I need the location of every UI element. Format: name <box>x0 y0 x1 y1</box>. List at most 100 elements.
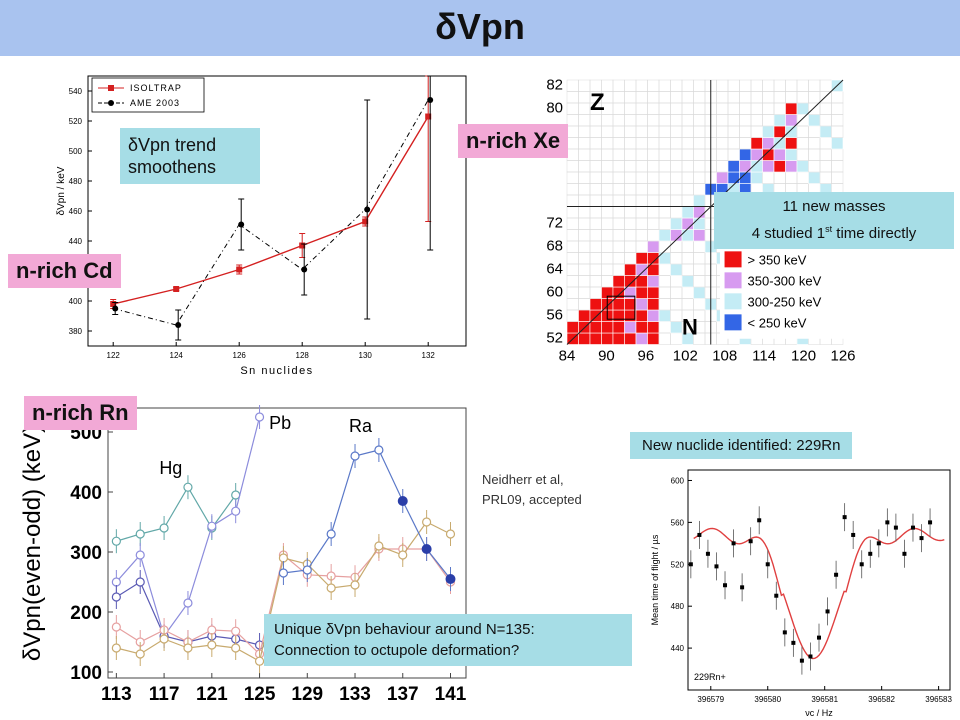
nz-legend-swatch <box>724 314 742 331</box>
nz-y-tick-label: 72 <box>546 215 563 232</box>
nz-legend-swatch <box>724 251 742 268</box>
nz-cell <box>785 148 798 161</box>
sn-data-point <box>364 206 371 213</box>
nz-diagonal <box>566 79 844 345</box>
rn-data-point <box>111 577 121 587</box>
nz-cell <box>612 309 625 322</box>
nz-x-tick-label: 108 <box>712 348 737 365</box>
nz-cell <box>635 332 648 345</box>
rn-annotation-ra: Ra <box>349 416 373 436</box>
nz-x-tick-label: 102 <box>673 348 698 365</box>
sn-data-point <box>299 242 306 249</box>
nz-cell <box>808 171 821 184</box>
nz-cell <box>612 332 625 345</box>
res-y-tick-label: 480 <box>671 602 685 611</box>
nz-cell <box>716 171 729 184</box>
nz-cell <box>647 286 660 299</box>
rn-data-point <box>111 536 121 546</box>
rn-data-point <box>159 523 169 533</box>
nz-cell <box>670 217 683 230</box>
sn-x-tick-label: 132 <box>422 351 436 360</box>
sn-data-point <box>362 218 369 225</box>
rn-data-point <box>254 656 265 666</box>
rn-data-point <box>302 565 312 575</box>
nz-cell <box>635 309 648 322</box>
res-data-point <box>851 532 856 537</box>
sn-plot-frame <box>87 75 467 347</box>
nuclide-chart-panel: 84 90 96 102 108 114 120 126 52 56 60 64 68 72 80 82 Z N >… <box>533 76 863 372</box>
nz-cell <box>647 275 660 288</box>
nz-cell <box>762 125 775 138</box>
rn-data-point <box>231 506 241 516</box>
nz-cell <box>739 148 752 161</box>
rn-data-point <box>135 550 145 560</box>
res-x-tick-label: 396580 <box>754 695 781 704</box>
nz-cell <box>624 286 637 299</box>
trend-note-line1: δVpn trend <box>128 135 217 155</box>
unique-note: Unique δVpn behaviour around N=135: Conn… <box>264 614 632 666</box>
nz-cell <box>681 275 694 288</box>
res-data-point <box>893 525 898 530</box>
rn-y-axis-label: δVpn(even-odd) (keV) <box>19 425 46 661</box>
nz-cell <box>566 321 579 334</box>
res-x-tick-label: 396583 <box>925 695 952 704</box>
nz-cell <box>635 286 648 299</box>
rn-data-point <box>207 625 217 635</box>
nz-legend-box <box>719 246 855 339</box>
sn-data-point <box>427 97 434 103</box>
nuclide-chart: 84 90 96 102 108 114 120 126 52 56 60 64 68 72 80 82 Z N >… <box>546 77 855 365</box>
nz-y-tick-label: 82 <box>546 77 563 94</box>
rn-data-point <box>445 529 456 539</box>
nz-cell <box>808 114 821 127</box>
sn-legend-box <box>91 77 205 113</box>
res-data-point <box>825 609 830 614</box>
res-data-point <box>714 564 719 569</box>
nz-y-tick-label: 64 <box>546 261 563 278</box>
nz-cell <box>681 206 694 219</box>
nz-cell <box>762 160 775 173</box>
sn-y-tick-label: 540 <box>69 87 83 96</box>
resonance-chart-panel: 440 480 520 560 600 396579 396580 396581 396582 3… <box>644 464 960 720</box>
rn-data-point <box>374 541 384 551</box>
res-data-point <box>842 515 847 520</box>
rn-data-point <box>183 643 193 653</box>
res-data-point <box>919 536 924 541</box>
unique-note-line1: Unique δVpn behaviour around N=135: <box>274 621 535 638</box>
sn-y-axis-label: δVpn / keV <box>56 166 67 215</box>
sn-data-point <box>236 266 243 273</box>
nz-cell <box>578 309 591 322</box>
rn-y-tick-label: 400 <box>70 483 102 504</box>
res-y-tick-label: 520 <box>671 560 685 569</box>
nz-cell <box>796 160 809 173</box>
sn-y-tick-label: 520 <box>69 117 83 126</box>
new-masses-line2-post: time directly <box>832 225 917 242</box>
sn-data-point <box>110 301 117 307</box>
res-data-point <box>808 654 813 659</box>
nz-cell <box>773 137 786 150</box>
res-y-axis-label: Mean time of flight / µs <box>650 534 660 625</box>
res-data-point <box>731 541 736 546</box>
sn-data-point <box>112 305 119 312</box>
sn-data-point <box>301 266 308 273</box>
nz-y-tick-label: 56 <box>546 307 563 324</box>
sn-x-tick-label: 128 <box>296 351 310 360</box>
nz-x-tick-label: 90 <box>598 348 615 365</box>
nz-cell <box>635 263 648 276</box>
rn-data-point <box>207 521 217 531</box>
rn-data-point <box>135 577 145 587</box>
res-y-tick-label: 440 <box>671 644 685 653</box>
nz-cell <box>624 309 637 322</box>
res-data-point <box>723 583 728 588</box>
nz-cell <box>785 102 798 115</box>
sn-legend-marker <box>108 85 114 91</box>
sn-legend-label: AME 2003 <box>130 98 180 108</box>
nz-legend-label: < 250 keV <box>748 315 807 330</box>
reference-text: Neidherr et al, PRL09, accepted <box>482 470 582 510</box>
nz-x-tick-label: 120 <box>791 348 816 365</box>
rn-data-point <box>231 626 241 636</box>
sn-series-line <box>113 116 429 305</box>
rn-series-line <box>116 486 237 542</box>
nz-y-tick-label: 80 <box>546 100 563 117</box>
sn-x-tick-label: 124 <box>170 351 184 360</box>
new-masses-line2: 4 studied 1st time directly <box>722 218 946 245</box>
